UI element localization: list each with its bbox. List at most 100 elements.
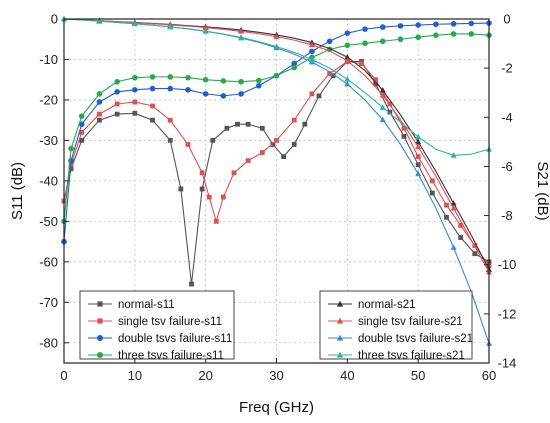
data-point: [224, 125, 230, 131]
legend-marker: [336, 334, 344, 341]
data-point: [302, 121, 308, 127]
data-point: [444, 202, 449, 208]
data-point: [167, 23, 174, 30]
series-line: [63, 22, 490, 242]
data-point: [458, 235, 464, 240]
data-point: [359, 61, 364, 66]
data-point: [274, 138, 279, 143]
data-point: [199, 186, 205, 192]
right-y-tick-label: -12: [498, 306, 517, 321]
legend-marker: [97, 352, 103, 358]
legend-marker: [97, 301, 103, 307]
data-point: [167, 138, 173, 143]
left-y-tick-label: -40: [39, 173, 58, 188]
data-point: [415, 34, 421, 41]
data-point: [132, 99, 138, 105]
legend-s21: normal-s21 single tsv failure-s21 double t…: [319, 290, 473, 362]
data-point: [415, 143, 422, 150]
data-point: [415, 170, 422, 177]
data-point: [344, 30, 351, 36]
data-point: [132, 110, 138, 116]
legend-label: three tsvs failure-s11: [118, 350, 224, 362]
data-point: [259, 125, 265, 131]
legend-label: normal-s11: [118, 299, 175, 311]
data-point: [149, 85, 156, 92]
data-point: [415, 133, 422, 140]
left-y-tick-label: -60: [39, 254, 58, 269]
legend-item: single tsv failure-s21: [328, 316, 463, 328]
series-normal-s11: [61, 59, 492, 287]
data-point: [97, 117, 102, 123]
legend-marker: [336, 300, 344, 307]
data-point: [379, 87, 386, 93]
data-point: [415, 162, 421, 168]
x-tick-label: 60: [482, 368, 496, 383]
data-point: [210, 138, 216, 143]
data-point: [344, 42, 351, 49]
data-point: [189, 281, 194, 287]
legend-label: double tsvs failure-s11: [118, 333, 232, 345]
data-point: [202, 76, 209, 83]
data-point: [185, 87, 191, 93]
legend-label: double tsvs failure-s21: [358, 333, 473, 345]
data-point: [185, 142, 191, 147]
data-point: [397, 23, 404, 29]
right-y-tick-label: -14: [498, 356, 517, 371]
data-point: [114, 101, 120, 107]
data-point: [327, 71, 333, 77]
legend-item: three tsvs failure-s21: [328, 350, 465, 362]
data-point: [468, 20, 475, 27]
data-point: [291, 60, 298, 67]
legend-label: three tsvs failure-s21: [358, 350, 465, 362]
data-point: [309, 48, 315, 55]
legend-marker: [336, 351, 344, 358]
data-point: [344, 53, 351, 60]
data-point: [450, 200, 457, 206]
data-point: [255, 82, 262, 89]
data-point: [450, 205, 457, 211]
data-point: [96, 91, 103, 97]
data-point: [458, 223, 464, 228]
data-point: [379, 116, 386, 123]
data-point: [472, 251, 478, 257]
left-y-tick-label: -30: [39, 133, 58, 148]
data-point: [220, 194, 226, 200]
data-point: [344, 57, 351, 64]
data-point: [245, 121, 251, 127]
data-point: [238, 34, 245, 40]
data-point: [450, 21, 457, 27]
data-point: [79, 138, 85, 143]
legend-box: [319, 290, 473, 360]
data-point: [132, 87, 138, 93]
legend-item: double tsvs failure-s21: [328, 333, 473, 345]
data-point: [206, 194, 212, 200]
right-y-tick-label: -8: [501, 208, 513, 223]
legend-label: normal-s21: [358, 299, 416, 311]
right-y-tick-label: 0: [503, 12, 510, 27]
legend-marker: [97, 335, 103, 341]
data-point: [330, 73, 336, 79]
data-point: [415, 154, 421, 159]
data-point: [202, 91, 209, 97]
series-line: [63, 33, 490, 222]
data-point: [231, 170, 237, 176]
data-point: [468, 31, 475, 37]
data-point: [379, 38, 386, 45]
data-point: [114, 111, 120, 117]
legend-item: normal-s11: [88, 299, 175, 311]
data-point: [373, 77, 379, 83]
series-three-tsvs-failure-s11: [61, 31, 492, 225]
data-point: [202, 24, 209, 30]
series-three-tsvs-failure-s21: [61, 15, 492, 158]
legend-item: normal-s21: [328, 299, 416, 311]
data-point: [68, 145, 74, 152]
x-axis-label: Freq (GHz): [239, 399, 314, 416]
left-y-tick-label: -50: [39, 214, 58, 229]
data-point: [379, 91, 386, 98]
x-tick-label: 0: [60, 368, 67, 383]
data-point: [397, 36, 404, 43]
data-point: [150, 103, 155, 109]
legend-s11: normal-s11 single tsv failure-s11 double t…: [79, 290, 235, 362]
